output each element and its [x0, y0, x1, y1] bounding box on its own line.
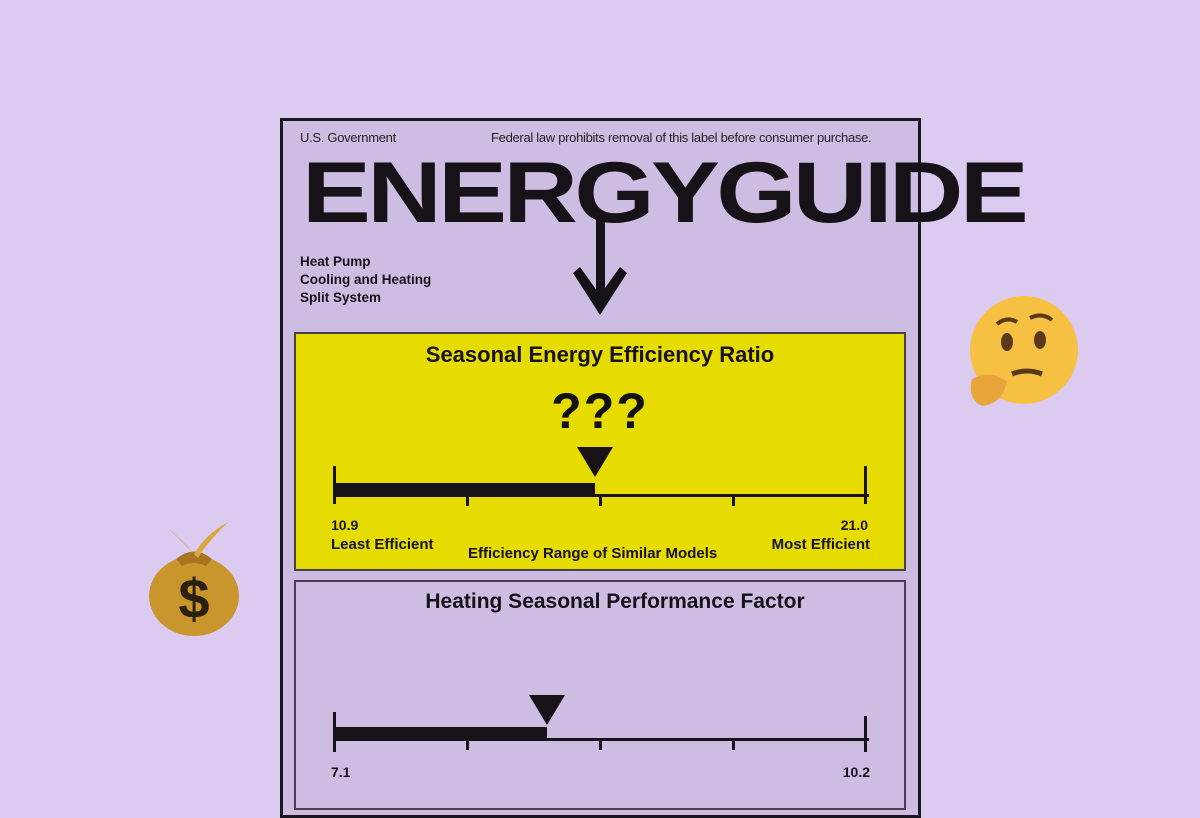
scale-tick [864, 716, 867, 752]
seer-value: ??? [551, 383, 649, 439]
seer-min: 10.9 [331, 517, 359, 533]
hspf-max: 10.2 [842, 764, 870, 780]
removal-notice: Federal law prohibits removal of this la… [491, 130, 872, 145]
scale-tick [466, 738, 469, 750]
seer-section: Seasonal Energy Efficiency Ratio ??? 10.… [294, 332, 906, 571]
scale-tick [466, 494, 469, 506]
scale-tick [864, 466, 867, 504]
scale-tick [599, 494, 602, 506]
svg-text:$: $ [178, 567, 209, 630]
scale-tick [333, 466, 336, 504]
hspf-title: Heating Seasonal Performance Factor [425, 590, 805, 613]
seer-title: Seasonal Energy Efficiency Ratio [425, 342, 775, 367]
scale-tick [599, 738, 602, 750]
seer-scale [333, 447, 869, 506]
product-type-line: Heat Pump [300, 254, 371, 269]
scale-tick [732, 738, 735, 750]
most-efficient-label: Most Efficient [771, 536, 870, 553]
thinking-face-icon [962, 294, 1082, 414]
least-efficient-label: Least Efficient [331, 536, 434, 553]
scale-tick [333, 712, 336, 752]
seer-marker [576, 447, 613, 477]
hspf-scale [333, 695, 869, 752]
scale-fill [333, 483, 595, 497]
scale-tick [732, 494, 735, 506]
hspf-section: Heating Seasonal Performance Factor 7.1 … [294, 580, 906, 810]
product-type: Heat Pump Cooling and Heating Split Syst… [300, 253, 431, 307]
seer-max: 21.0 [840, 517, 868, 533]
hspf-marker [528, 695, 565, 725]
energyguide-title: ENERGYGUIDE [302, 145, 1029, 241]
hspf-min: 7.1 [331, 764, 351, 780]
range-label: Efficiency Range of Similar Models [468, 545, 718, 562]
money-bag-icon: $ [136, 514, 246, 639]
down-arrow-icon [573, 215, 627, 315]
issuer-text: U.S. Government [300, 130, 396, 145]
scale-fill [333, 727, 547, 741]
product-type-line: Split System [300, 290, 382, 305]
product-type-line: Cooling and Heating [300, 272, 432, 287]
